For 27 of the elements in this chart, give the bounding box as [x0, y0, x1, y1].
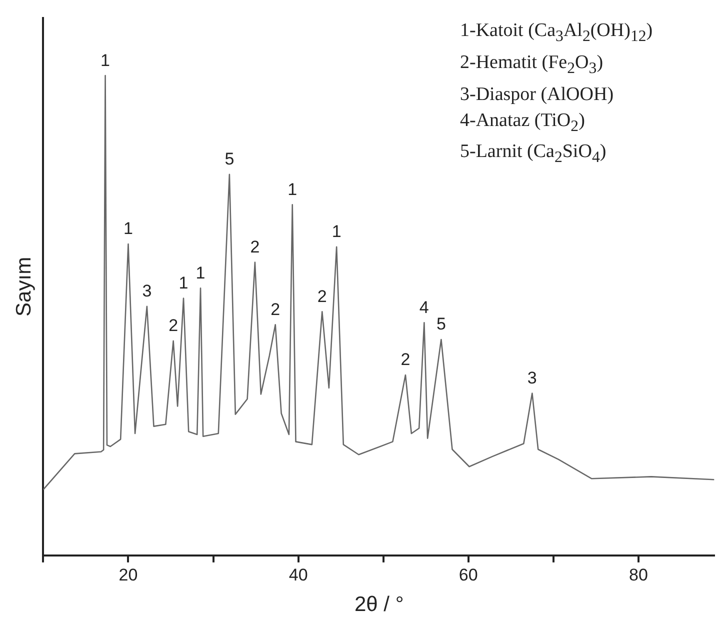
annotation: 1 [100, 50, 110, 70]
annotation: 4-Anataz (TiO$_{2}$) [460, 108, 586, 136]
annotation: 2 [168, 316, 178, 336]
x-tick-label: 60 [458, 565, 478, 584]
annotation: 3-Diaspor (AlOOH) [460, 82, 615, 107]
y-axis-title: Sayım [12, 256, 36, 316]
x-axis-title: 2θ / ° [354, 593, 404, 616]
annotation: 1 [178, 273, 188, 292]
annotation: 1 [196, 263, 206, 282]
annotation: 3 [142, 282, 152, 301]
annotation: 2 [250, 237, 260, 256]
x-tick-label: 40 [288, 565, 308, 584]
text: 1-Katoit (Ca$_{3}$Al$_{2}$(OH)$_{12}$) [460, 19, 653, 47]
x-tick-label: 80 [629, 565, 648, 584]
x-tick-label: 20 [118, 565, 138, 584]
annotation: 4 [419, 298, 429, 317]
annotation: 5-Larnit (Ca$_{2}$SiO$_{4}$) [460, 140, 608, 168]
annotation: 3 [527, 368, 537, 388]
annotation: 2 [317, 286, 327, 306]
annotation: 1 [124, 219, 133, 238]
annotation: 1 [288, 180, 298, 199]
annotation: 2 [270, 300, 280, 319]
annotation: 2-Hematit (Fe$_{2}$O$_{3}$) [460, 50, 604, 79]
annotation: 5 [436, 314, 446, 334]
annotation: 1 [332, 222, 342, 242]
annotation: 2 [400, 350, 410, 370]
annotation: 5 [224, 150, 234, 169]
